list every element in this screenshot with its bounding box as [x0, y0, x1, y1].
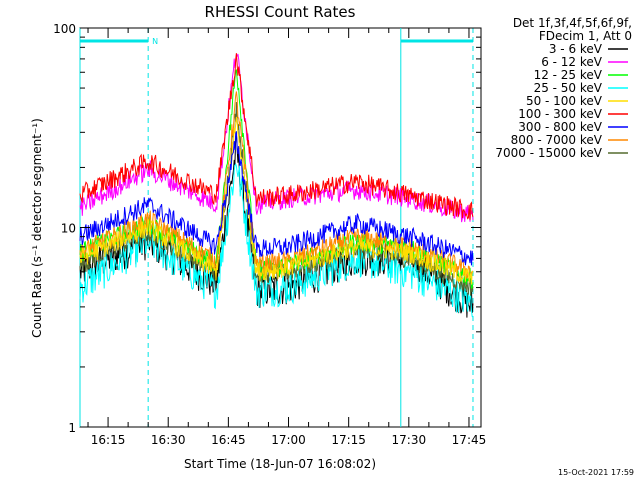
legend-label: 12 - 25 keV	[534, 68, 603, 82]
legend-label: 6 - 12 keV	[541, 55, 603, 69]
y-tick-label: 10	[61, 222, 76, 236]
legend-label: 3 - 6 keV	[549, 42, 603, 56]
ticks-layer: 1 10 100 16:15 16:30 16:45 17:00 17:15 17:30 17:4…	[53, 22, 486, 447]
chart-title: RHESSI Count Rates	[205, 3, 356, 21]
x-tick-label: 16:15	[91, 433, 126, 447]
y-tick-label: 100	[53, 22, 76, 36]
x-tick-label: 17:00	[271, 433, 306, 447]
legend-label: 25 - 50 keV	[534, 81, 603, 95]
legend-label: 7000 - 15000 keV	[495, 146, 602, 160]
legend-label: 100 - 300 keV	[518, 107, 602, 121]
y-tick-label: 1	[68, 421, 76, 435]
x-axis-label: Start Time (18-Jun-07 16:08:02)	[184, 457, 376, 471]
series-line-800-7000-kev	[79, 91, 474, 280]
legend-label: 800 - 7000 keV	[511, 133, 603, 147]
legend-label: 300 - 800 keV	[518, 120, 602, 134]
x-tick-label: 16:45	[211, 433, 246, 447]
legend-label: 50 - 100 keV	[526, 94, 603, 108]
series-line-25-50-kev	[79, 163, 474, 318]
marks-layer: N	[79, 28, 474, 427]
x-tick-label: 17:45	[452, 433, 487, 447]
generated-timestamp: 15-Oct-2021 17:59	[558, 468, 634, 477]
legend-header-line-1: Det 1f,3f,4f,5f,6f,9f,	[513, 16, 632, 30]
x-tick-label: 17:30	[392, 433, 427, 447]
x-tick-label: 17:15	[331, 433, 366, 447]
series-line-100-300-kev	[79, 53, 474, 220]
series-line-300-800-kev	[79, 131, 474, 266]
marker-label: N	[152, 37, 158, 46]
legend-header-line-2: FDecim 1, Att 0	[539, 29, 632, 43]
x-tick-label: 16:30	[151, 433, 186, 447]
y-axis-label: Count Rate (s⁻¹ detector segment⁻¹)	[30, 118, 44, 338]
series-line-50-100-kev	[79, 117, 474, 285]
legend: Det 1f,3f,4f,5f,6f,9f, FDecim 1, Att 0 3…	[495, 16, 632, 160]
